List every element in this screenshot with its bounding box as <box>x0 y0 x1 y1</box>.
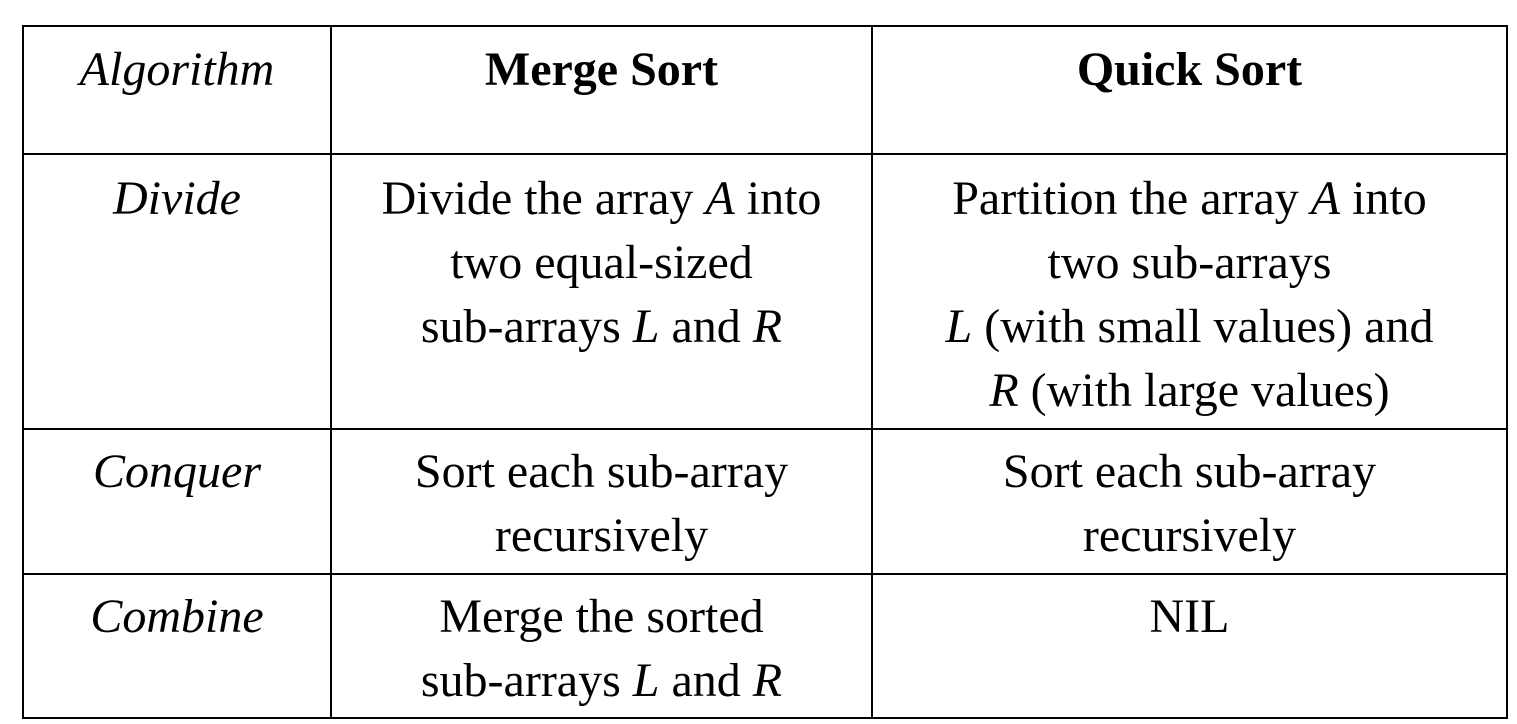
row-label-combine: Combine <box>22 573 332 719</box>
row-label-divide-text: Divide <box>113 172 241 225</box>
cell-conquer-quick-sort: Sort each sub-array recursively <box>871 428 1508 575</box>
text-span: Partition the array <box>952 172 1311 225</box>
text-span: Divide the array <box>381 172 706 225</box>
cell-line: recursively <box>494 509 709 562</box>
text-span: into <box>734 172 822 225</box>
cell-line: Merge the sorted <box>439 590 764 643</box>
cell-line: NIL <box>1149 590 1230 643</box>
text-span: sub-arrays <box>420 654 633 707</box>
text-span: (with large values) <box>1018 364 1390 417</box>
cell-line: R (with large values) <box>879 359 1500 423</box>
variable: L <box>945 300 973 353</box>
cell-line: Partition the array A into <box>879 167 1500 231</box>
text-span: sub-arrays <box>420 300 633 353</box>
cell-divide-merge-sort: Divide the array A into two equal-sized … <box>330 153 873 430</box>
table-row-divide: Divide Divide the array A into two equal… <box>22 153 1508 430</box>
header-algorithm-label: Algorithm <box>79 43 275 96</box>
cell-line: two equal-sized <box>450 236 753 289</box>
header-quick-sort-label: Quick Sort <box>1076 43 1303 96</box>
header-merge-sort: Merge Sort <box>330 25 873 155</box>
variable: R <box>752 654 783 707</box>
header-quick-sort: Quick Sort <box>871 25 1508 155</box>
text-span: (with small values) and <box>972 300 1434 353</box>
variable: L <box>632 300 660 353</box>
header-algorithm: Algorithm <box>22 25 332 155</box>
cell-line: Sort each sub-array <box>414 445 789 498</box>
cell-line: sub-arrays L and R <box>338 649 865 713</box>
cell-line: L (with small values) and <box>879 295 1500 359</box>
row-label-combine-text: Combine <box>90 590 264 643</box>
cell-line: Sort each sub-array <box>1002 445 1377 498</box>
comparison-table: Algorithm Merge Sort Quick Sort Divide D… <box>22 25 1508 719</box>
cell-conquer-merge-sort: Sort each sub-array recursively <box>330 428 873 575</box>
table-row-combine: Combine Merge the sorted sub-arrays L an… <box>22 573 1508 719</box>
variable: L <box>632 654 660 707</box>
text-span: and <box>659 300 753 353</box>
cell-line: recursively <box>1082 509 1297 562</box>
cell-combine-quick-sort: NIL <box>871 573 1508 719</box>
cell-divide-quick-sort: Partition the array A into two sub-array… <box>871 153 1508 430</box>
cell-line: two sub-arrays <box>1047 236 1332 289</box>
row-label-divide: Divide <box>22 153 332 430</box>
header-merge-sort-label: Merge Sort <box>484 43 719 96</box>
variable: R <box>752 300 783 353</box>
variable: R <box>989 364 1019 417</box>
row-label-conquer-text: Conquer <box>93 445 261 498</box>
row-label-conquer: Conquer <box>22 428 332 575</box>
table-row-conquer: Conquer Sort each sub-array recursively … <box>22 428 1508 575</box>
cell-line: Divide the array A into <box>338 167 865 231</box>
table-header-row: Algorithm Merge Sort Quick Sort <box>22 25 1508 155</box>
cell-line: sub-arrays L and R <box>338 295 865 359</box>
text-span: and <box>659 654 753 707</box>
variable: A <box>705 172 735 225</box>
text-span: into <box>1340 172 1427 225</box>
cell-combine-merge-sort: Merge the sorted sub-arrays L and R <box>330 573 873 719</box>
variable: A <box>1310 172 1341 225</box>
